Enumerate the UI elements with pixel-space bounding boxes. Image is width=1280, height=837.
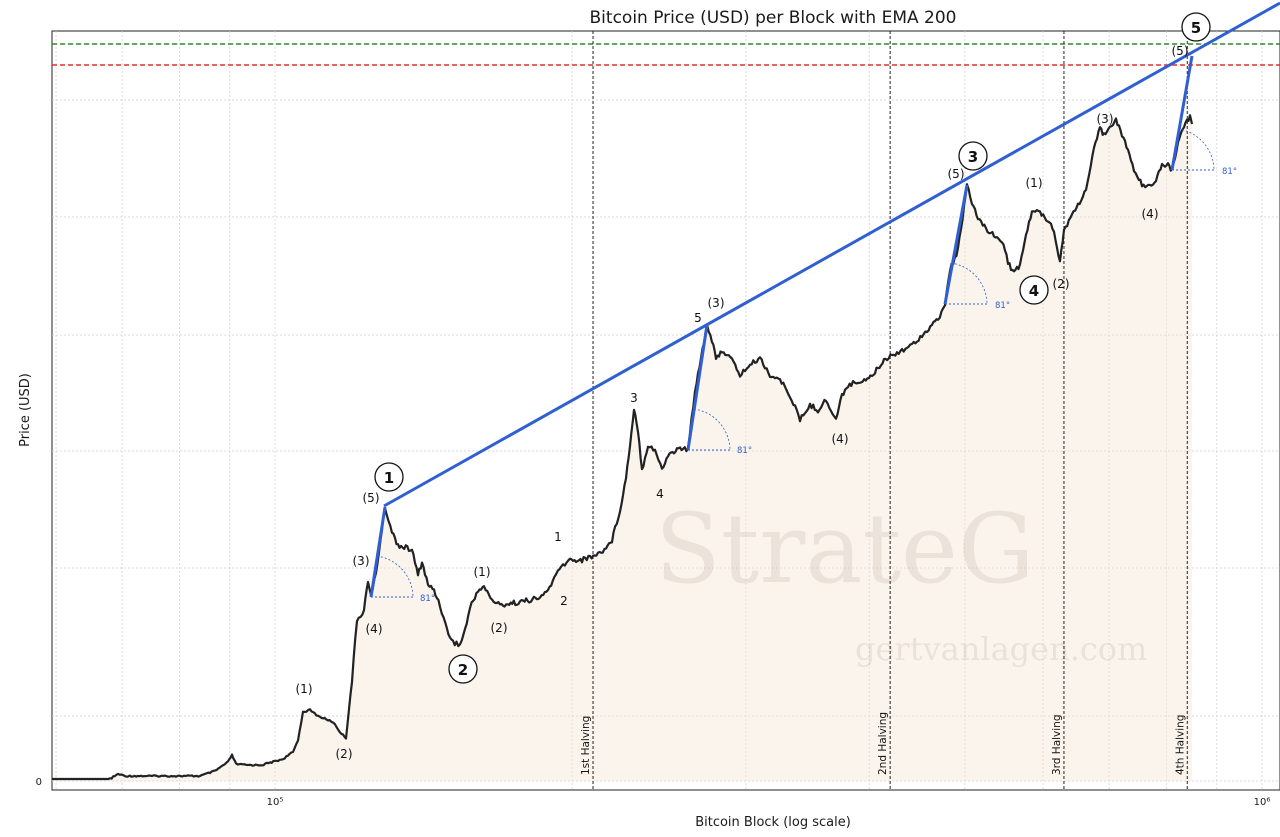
impulse-leg-4 bbox=[1170, 55, 1194, 171]
angle-markers: 81° 81° 81° 81° bbox=[371, 128, 1237, 604]
halving-label: 3rd Halving bbox=[1051, 714, 1063, 775]
wave-label: (5) bbox=[363, 491, 380, 505]
wave-label: (5) bbox=[948, 167, 965, 181]
wave-label: (3) bbox=[1097, 112, 1114, 126]
halving-label: 1st Halving bbox=[580, 716, 592, 775]
y-axis-label: Price (USD) bbox=[18, 373, 33, 447]
x-tick-label: 10⁵ bbox=[267, 797, 284, 808]
wave-label: 1 bbox=[554, 530, 562, 544]
angle-label-1: 81° bbox=[420, 594, 435, 604]
x-axis-label: Bitcoin Block (log scale) bbox=[695, 815, 851, 830]
svg-text:4: 4 bbox=[1029, 282, 1039, 300]
horizontal-levels bbox=[52, 43, 1280, 66]
wave-label: (4) bbox=[366, 622, 383, 636]
svg-text:5: 5 bbox=[1191, 19, 1201, 37]
halving-label: 2nd Halving bbox=[877, 712, 889, 775]
major-wave-1: 1 bbox=[374, 462, 404, 492]
wave-label: (3) bbox=[708, 296, 725, 310]
wave-label: (1) bbox=[474, 565, 491, 579]
svg-text:1: 1 bbox=[384, 469, 394, 487]
wave-label: 3 bbox=[630, 391, 638, 405]
trend-lines bbox=[369, 1, 1280, 598]
major-wave-labels: 1 2 3 4 5 bbox=[374, 12, 1211, 684]
wave-label: 2 bbox=[560, 594, 568, 608]
halving-label: 4th Halving bbox=[1174, 715, 1186, 776]
major-wave-5: 5 bbox=[1181, 12, 1211, 42]
x-tick-label: 10⁶ bbox=[1254, 797, 1271, 808]
minor-wave-labels: (1) (2) (3) (4) (5) (1) (2) 1 2 3 4 5 (3… bbox=[296, 44, 1189, 761]
plot-area: StrateG gertvanlagen.com 1st Halving 2nd … bbox=[51, 1, 1280, 791]
wave-label: (2) bbox=[491, 621, 508, 635]
watermark-site: gertvanlagen.com bbox=[855, 630, 1147, 668]
impulse-leg-3 bbox=[943, 184, 969, 305]
impulse-leg-1 bbox=[369, 506, 387, 598]
plot-frame bbox=[51, 30, 1280, 791]
wave-label: (1) bbox=[296, 682, 313, 696]
wave-label: (3) bbox=[353, 554, 370, 568]
major-wave-2: 2 bbox=[448, 654, 478, 684]
angle-marker-2: 81° bbox=[688, 408, 752, 456]
angle-marker-1: 81° bbox=[371, 555, 435, 604]
wave-label: (5) bbox=[1172, 44, 1189, 58]
angle-label-3: 81° bbox=[995, 301, 1010, 311]
halving-markers: 1st Halving 2nd Halving 3rd Halving 4th Hal… bbox=[580, 31, 1188, 790]
impulse-leg-2 bbox=[686, 324, 709, 451]
y-tick-label: 0 bbox=[36, 777, 42, 788]
wave-label: 4 bbox=[656, 487, 664, 501]
watermark-brand: StrateG bbox=[655, 493, 1035, 605]
major-wave-4: 4 bbox=[1019, 275, 1049, 305]
angle-marker-3: 81° bbox=[945, 262, 1010, 311]
trendline bbox=[383, 1, 1280, 508]
price-line bbox=[52, 114, 1194, 781]
wave-label: (1) bbox=[1026, 176, 1043, 190]
wave-label: (2) bbox=[1053, 277, 1070, 291]
svg-text:2: 2 bbox=[458, 661, 468, 679]
price-area-fill bbox=[52, 115, 1192, 782]
angle-marker-4: 81° bbox=[1172, 128, 1237, 177]
svg-text:3: 3 bbox=[968, 148, 978, 166]
axis-ticks: 10⁵ 10⁶ 0 bbox=[36, 777, 1271, 808]
chart-title: Bitcoin Price (USD) per Block with EMA 2… bbox=[590, 8, 957, 28]
wave-label: 5 bbox=[694, 311, 702, 325]
angle-label-4: 81° bbox=[1222, 167, 1237, 177]
wave-label: (2) bbox=[336, 747, 353, 761]
angle-label-2: 81° bbox=[737, 446, 752, 456]
wave-label: (4) bbox=[832, 432, 849, 446]
wave-label: (4) bbox=[1142, 207, 1159, 221]
major-wave-3: 3 bbox=[958, 141, 988, 171]
watermark: StrateG gertvanlagen.com bbox=[655, 493, 1147, 668]
